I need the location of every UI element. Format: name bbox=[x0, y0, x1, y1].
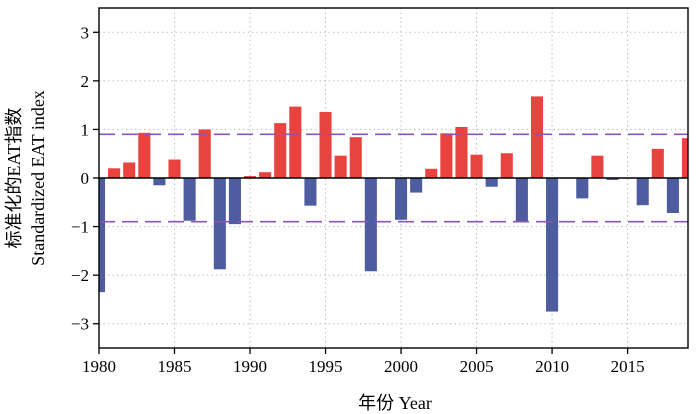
x-tick-label: 1995 bbox=[309, 357, 343, 376]
bar bbox=[168, 159, 181, 178]
bar bbox=[500, 153, 513, 178]
y-axis-title-english: Standardized EAT index bbox=[28, 90, 48, 266]
y-tick-label: 0 bbox=[81, 169, 90, 188]
bar bbox=[243, 176, 257, 178]
bar bbox=[319, 111, 332, 178]
bar bbox=[410, 178, 423, 193]
y-tick-label: −1 bbox=[71, 218, 89, 237]
bar bbox=[349, 137, 362, 178]
bar bbox=[651, 148, 664, 178]
bar bbox=[259, 172, 272, 178]
x-axis-title: 年份 Year bbox=[358, 393, 432, 413]
x-tick-label: 1985 bbox=[158, 357, 192, 376]
x-tick-label: 2005 bbox=[460, 357, 494, 376]
threshold-lines bbox=[99, 133, 688, 223]
y-axis-ticks: −3 −2 −1 0 1 2 3 bbox=[71, 23, 99, 334]
x-axis-ticks: 1980 1985 1990 1995 2000 2005 2010 2015 bbox=[82, 348, 645, 376]
y-tick-label: 3 bbox=[81, 23, 90, 42]
y-tick-label: −3 bbox=[71, 315, 89, 334]
y-axis-title-chinese: 标准化的EAT指数 bbox=[4, 108, 24, 249]
bar bbox=[213, 178, 226, 270]
bar bbox=[636, 178, 649, 206]
bar bbox=[138, 132, 151, 178]
bar bbox=[274, 123, 287, 178]
x-tick-label: 2000 bbox=[384, 357, 418, 376]
bar bbox=[681, 138, 688, 178]
bar bbox=[485, 178, 498, 187]
bar bbox=[455, 127, 468, 178]
bar bbox=[364, 178, 377, 272]
bar bbox=[576, 178, 589, 199]
x-tick-label: 2010 bbox=[535, 357, 569, 376]
y-tick-label: 1 bbox=[81, 120, 90, 139]
bar bbox=[515, 178, 528, 223]
y-tick-label: −2 bbox=[71, 266, 89, 285]
bar bbox=[304, 178, 317, 206]
bar bbox=[666, 178, 679, 213]
y-tick-label: 2 bbox=[81, 72, 90, 91]
bar bbox=[425, 168, 438, 178]
bar bbox=[153, 178, 166, 186]
bar bbox=[470, 154, 483, 178]
bar bbox=[289, 106, 302, 178]
bar bbox=[606, 178, 619, 180]
bar bbox=[440, 133, 453, 178]
bar bbox=[228, 178, 241, 225]
x-tick-label: 1980 bbox=[82, 357, 116, 376]
x-tick-label: 2015 bbox=[611, 357, 645, 376]
bar-series bbox=[99, 96, 688, 312]
bar bbox=[183, 178, 196, 221]
bar bbox=[108, 168, 121, 178]
bar bbox=[395, 178, 408, 220]
bar bbox=[123, 162, 136, 178]
bar bbox=[530, 96, 544, 178]
bar bbox=[198, 129, 211, 178]
x-tick-label: 1990 bbox=[233, 357, 267, 376]
bar bbox=[334, 155, 347, 178]
bar bbox=[99, 178, 106, 293]
bar bbox=[546, 178, 559, 312]
bar bbox=[591, 155, 604, 178]
